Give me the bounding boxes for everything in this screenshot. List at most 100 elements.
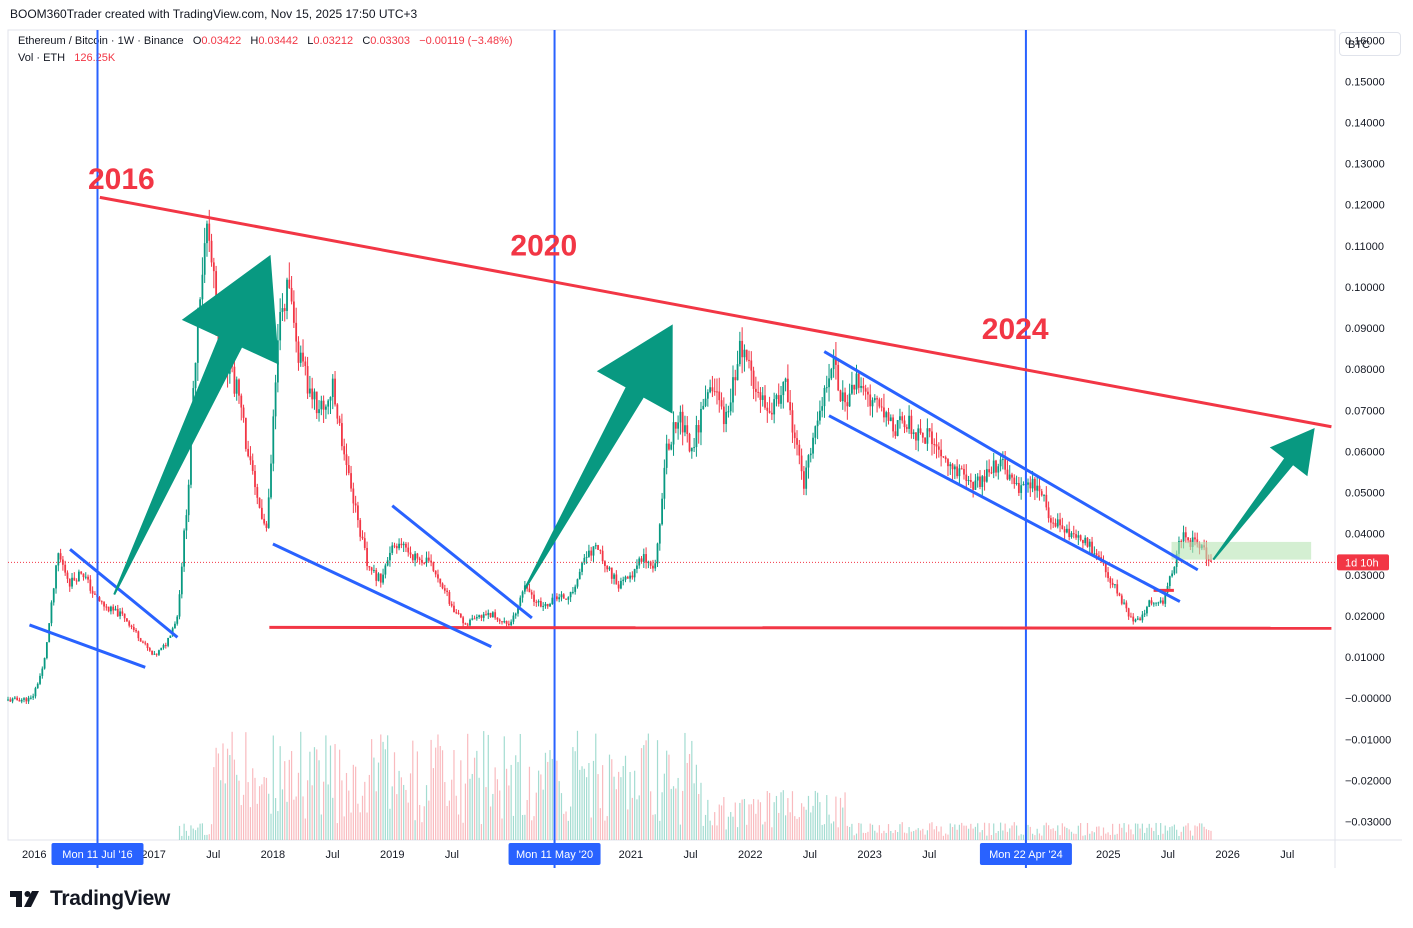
candle-body bbox=[114, 608, 117, 611]
candle-body bbox=[887, 412, 890, 421]
candle-body bbox=[686, 425, 689, 434]
volume-bar bbox=[1100, 835, 1102, 840]
volume-bar bbox=[965, 825, 967, 840]
volume-bar bbox=[718, 804, 720, 840]
currency-button[interactable]: BTC bbox=[1339, 32, 1401, 56]
candle-body bbox=[745, 349, 748, 360]
candle-body bbox=[640, 558, 643, 562]
volume-bar bbox=[611, 759, 613, 840]
volume-bar bbox=[441, 750, 444, 840]
volume-bar bbox=[716, 825, 718, 840]
candle-body bbox=[50, 602, 53, 624]
symbol-label[interactable]: Ethereum / Bitcoin · 1W · Binance bbox=[18, 35, 184, 47]
candle-body bbox=[464, 623, 467, 625]
candle-body bbox=[249, 456, 252, 461]
tradingview-logo[interactable]: TradingView bbox=[10, 884, 170, 914]
candle-body bbox=[947, 459, 949, 467]
candle-body bbox=[135, 629, 137, 632]
price-chart[interactable]: 2016 2020 2024 0.16000 0.15000 0.14000 0.1300… bbox=[0, 0, 1413, 870]
candle-body bbox=[951, 464, 954, 470]
cycle-year-label[interactable]: 2020 bbox=[510, 230, 577, 263]
volume-bar bbox=[448, 800, 450, 840]
candle-body bbox=[190, 431, 192, 485]
trend-arrow[interactable] bbox=[113, 254, 279, 595]
volume-bar bbox=[323, 781, 325, 840]
volume-bar bbox=[398, 770, 400, 840]
candle-body bbox=[919, 428, 922, 433]
candle-body bbox=[709, 387, 712, 393]
candle-body bbox=[1043, 494, 1045, 496]
candle-body bbox=[437, 574, 439, 579]
price-axis-label: −0.00000 bbox=[1345, 693, 1391, 705]
volume-label[interactable]: Vol · ETH bbox=[18, 52, 66, 64]
trend-arrow[interactable] bbox=[523, 324, 673, 590]
candle-body bbox=[972, 481, 975, 490]
channel-trendline[interactable] bbox=[391, 504, 533, 620]
volume-bar bbox=[1020, 834, 1022, 840]
resistance-trendline[interactable] bbox=[99, 195, 1332, 429]
candle-body bbox=[896, 420, 899, 436]
candle-body bbox=[663, 467, 666, 499]
volume-bar bbox=[748, 804, 750, 840]
volume-bar bbox=[268, 793, 270, 840]
time-axis-label: 2021 bbox=[619, 849, 643, 861]
volume-bar bbox=[1185, 825, 1187, 840]
candle-body bbox=[414, 553, 416, 561]
volume-bar bbox=[560, 793, 563, 840]
volume-bar bbox=[505, 768, 508, 840]
price-axis-label: 0.02000 bbox=[1345, 611, 1385, 623]
volume-bar bbox=[453, 750, 455, 840]
channel-trendline[interactable] bbox=[823, 350, 1199, 572]
candle-body bbox=[969, 480, 972, 482]
volume-bar bbox=[693, 783, 695, 840]
candle-body bbox=[1040, 491, 1043, 496]
cycle-year-label[interactable]: 2016 bbox=[88, 163, 155, 196]
candle-body bbox=[1049, 518, 1052, 523]
candle-body bbox=[851, 384, 853, 394]
candle-body bbox=[1184, 532, 1187, 538]
volume-bar bbox=[558, 781, 560, 840]
candle-body bbox=[507, 623, 510, 626]
volume-bar bbox=[240, 805, 242, 840]
candle-body bbox=[389, 552, 391, 561]
channel-trendline[interactable] bbox=[272, 542, 492, 649]
volume-bar bbox=[901, 822, 903, 840]
candle-body bbox=[308, 388, 311, 394]
channel-trendline[interactable] bbox=[28, 623, 146, 669]
candle-body bbox=[1095, 553, 1098, 556]
price-axis-label: 0.08000 bbox=[1345, 364, 1385, 376]
candle-body bbox=[311, 388, 314, 400]
candle-body bbox=[1130, 616, 1132, 618]
candle-body bbox=[565, 598, 567, 600]
volume-bar bbox=[979, 832, 981, 840]
volume-bar bbox=[775, 795, 778, 840]
candle-body bbox=[658, 524, 661, 544]
candle-body bbox=[409, 552, 412, 555]
candle-body bbox=[357, 505, 359, 521]
cycle-year-label[interactable]: 2024 bbox=[982, 313, 1049, 346]
candle-body bbox=[825, 387, 828, 389]
candle-body bbox=[306, 366, 309, 394]
candle-body bbox=[539, 600, 542, 607]
channel-trendline[interactable] bbox=[69, 548, 179, 639]
volume-bar bbox=[1091, 831, 1093, 840]
candle-body bbox=[1168, 576, 1171, 587]
support-line[interactable] bbox=[269, 625, 1332, 630]
candle-body bbox=[983, 476, 986, 482]
volume-bar bbox=[894, 830, 896, 840]
channel-trendline[interactable] bbox=[828, 414, 1181, 603]
candle-body bbox=[384, 565, 387, 575]
volume-bar bbox=[970, 823, 972, 840]
candle-body bbox=[574, 586, 577, 592]
candle-body bbox=[1059, 519, 1061, 526]
candle-body bbox=[944, 457, 947, 460]
candle-body bbox=[535, 601, 538, 603]
candle-body bbox=[1207, 559, 1210, 561]
volume-bar bbox=[503, 736, 505, 840]
volume-bar bbox=[755, 813, 757, 840]
trend-arrow[interactable] bbox=[1212, 428, 1315, 561]
volume-bar bbox=[1132, 834, 1134, 840]
candle-body bbox=[107, 606, 110, 612]
candle-body bbox=[670, 444, 673, 450]
volume-bar bbox=[867, 831, 869, 840]
